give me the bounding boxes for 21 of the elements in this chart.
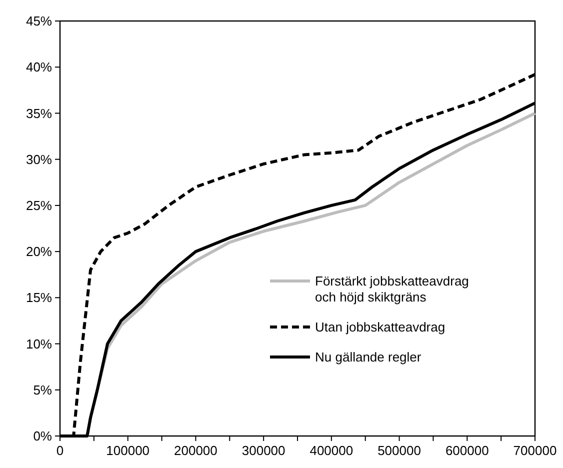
x-tick-label: 300000 (242, 443, 286, 458)
x-tick-label: 0 (56, 443, 64, 458)
y-tick-label: 30% (26, 152, 52, 167)
y-tick-label: 40% (26, 60, 52, 75)
y-tick-label: 0% (33, 428, 52, 444)
y-tick-label: 10% (26, 336, 52, 352)
x-tick-label: 100000 (106, 443, 150, 458)
legend-label: Utan jobbskatteavdrag (315, 320, 446, 335)
y-tick-label: 20% (26, 244, 52, 260)
y-tick-label: 15% (26, 290, 52, 306)
x-tick-label: 600000 (445, 443, 489, 458)
x-tick-label: 400000 (310, 443, 354, 458)
y-tick-label: 5% (33, 382, 52, 398)
legend-label: Förstärkt jobbskatteavdrag och höjd skiktgräns (315, 274, 469, 305)
y-tick-label: 45% (26, 14, 52, 29)
legend-label: Nu gällande regler (315, 350, 422, 365)
x-tick-label: 500000 (378, 443, 421, 458)
y-tick-label: 35% (26, 106, 52, 121)
x-tick-label: 200000 (174, 443, 218, 458)
x-tick-label: 700000 (513, 443, 557, 458)
y-tick-label: 25% (26, 198, 52, 213)
